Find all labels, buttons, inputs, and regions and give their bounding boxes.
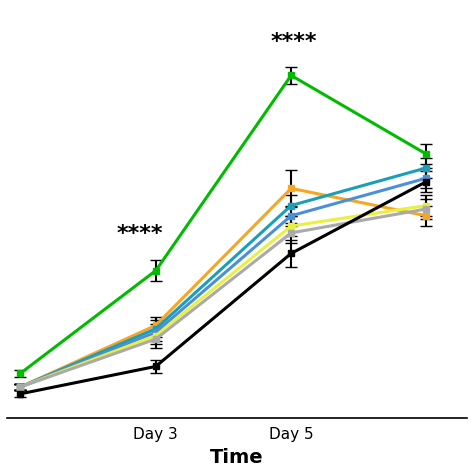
Text: ****: ****	[116, 224, 163, 244]
X-axis label: Time: Time	[210, 448, 264, 467]
Text: ****: ****	[271, 32, 317, 52]
